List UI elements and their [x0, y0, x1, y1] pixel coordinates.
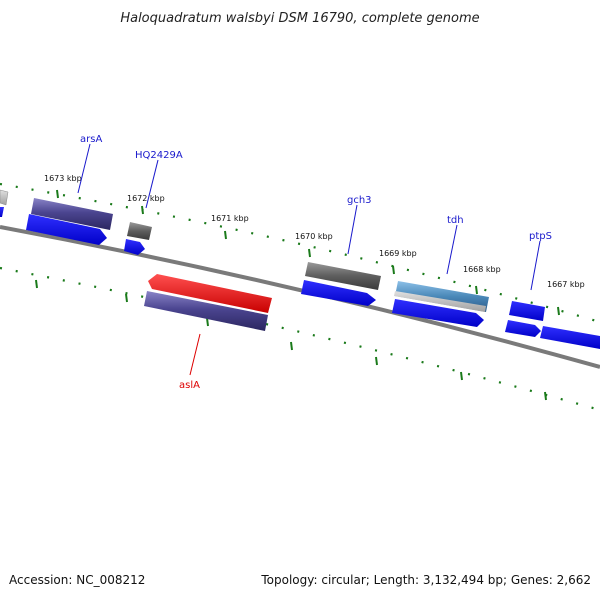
- gene-label-HQ2429A: HQ2429A: [135, 150, 183, 161]
- feature-gch3[interactable]: [305, 262, 381, 290]
- feature-tdh-shadow: [394, 291, 486, 312]
- cds-arrow[interactable]: [540, 326, 600, 349]
- inner-tick-ring: [0, 266, 600, 412]
- outer-tick-ring: [0, 182, 600, 324]
- feature-edge-grey[interactable]: [0, 189, 9, 206]
- cds-arrow[interactable]: [26, 214, 107, 245]
- feature-aslA-gene[interactable]: [144, 291, 268, 331]
- kbp-label: 1672 kbp: [127, 194, 165, 203]
- cds-arrow[interactable]: [0, 207, 4, 217]
- cds-arrow[interactable]: [124, 239, 145, 255]
- genome-backbone: [0, 225, 600, 369]
- kbp-tick: [475, 285, 478, 295]
- kbp-label: 1667 kbp: [547, 280, 585, 289]
- topology-label: Topology: circular; Length: 3,132,494 bp…: [261, 573, 591, 587]
- forward-cds-features: [0, 207, 600, 349]
- map-title: Haloquadratum walsbyi DSM 16790, complet…: [120, 11, 479, 26]
- kbp-tick: [308, 248, 311, 258]
- kbp-tick: [224, 230, 227, 240]
- cds-arrow[interactable]: [505, 320, 541, 337]
- kbp-tick: [392, 265, 395, 275]
- cds-arrow[interactable]: [301, 280, 376, 306]
- forward-gene-features: [0, 189, 545, 321]
- kbp-label: 1668 kbp: [463, 265, 501, 274]
- gene-label-gch3: gch3: [347, 195, 372, 206]
- kbp-tick: [557, 306, 560, 316]
- feature-aslA[interactable]: [148, 274, 272, 313]
- kbp-tick: [56, 189, 59, 199]
- gene-label-aslA: aslA: [179, 380, 200, 391]
- kbp-tick: [141, 205, 144, 215]
- reverse-gene-features: [144, 274, 272, 331]
- label-leaders: [77, 143, 541, 376]
- feature-ptpS[interactable]: [509, 301, 545, 321]
- gene-label-ptpS: ptpS: [529, 231, 552, 242]
- gene-label-tdh: tdh: [447, 215, 464, 226]
- kbp-label: 1671 kbp: [211, 214, 249, 223]
- cds-arrow[interactable]: [392, 299, 484, 327]
- kbp-label: 1670 kbp: [295, 232, 333, 241]
- kbp-label: 1669 kbp: [379, 249, 417, 258]
- gene-label-arsA: arsA: [80, 134, 102, 145]
- accession-label: Accession: NC_008212: [9, 573, 146, 587]
- feature-arsA[interactable]: [31, 198, 113, 230]
- kbp-label: 1673 kbp: [44, 174, 82, 183]
- feature-HQ2429A[interactable]: [127, 222, 152, 240]
